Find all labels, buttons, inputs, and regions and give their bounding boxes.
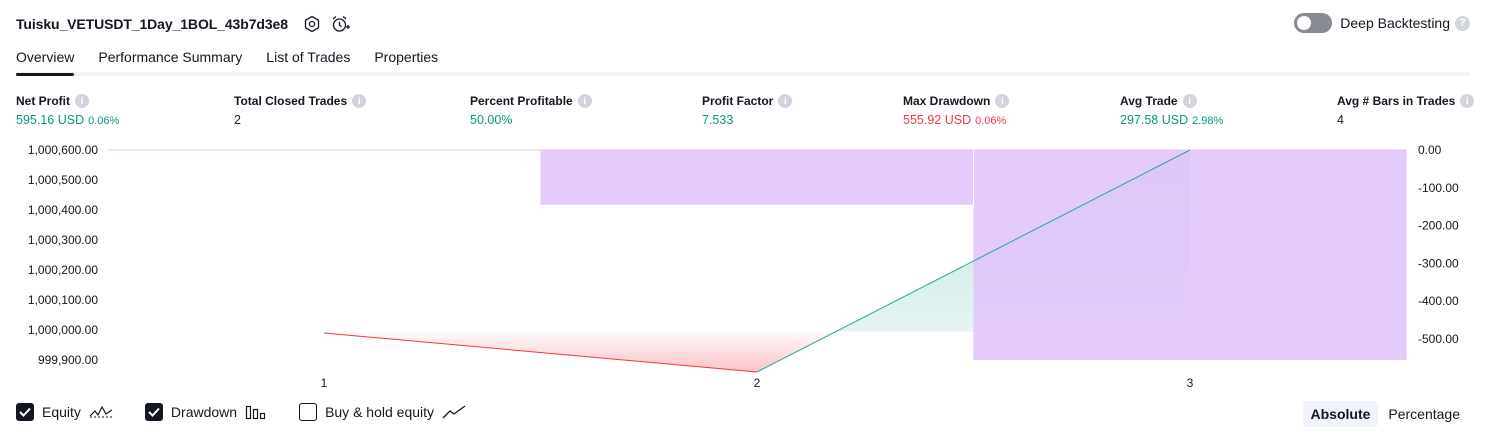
drawdown-axis-label: -200.00 [1418,219,1459,233]
chart-legend: Equity Drawdown Buy & hold equity [16,403,498,421]
equity-drawdown-chart: 1,000,600.00 1,000,500.00 1,000,400.00 1,00… [28,143,1459,390]
buy-hold-line-icon [442,404,466,420]
equity-axis-label: 1,000,000.00 [28,323,98,337]
metric-percent: 2.98% [1192,115,1224,127]
x-axis-label: 1 [321,376,328,390]
help-icon[interactable]: i [1182,94,1197,108]
metric-value: 50.00% [470,113,513,127]
metric-value: 297.58 USD [1120,113,1189,127]
metric-label: Max Drawdown [903,94,991,108]
deep-backtesting-label: Deep Backtesting [1340,15,1450,31]
metric-value: 7.533 [702,113,734,127]
equity-axis-label: 1,000,200.00 [28,263,98,277]
equity-line-negative [323,332,758,373]
x-axis-label: 2 [754,376,761,390]
metric-label: Profit Factor [702,94,774,108]
strategy-name: Tuisku_VETUSDT_1Day_1BOL_43b7d3e8 [16,16,288,32]
drawdown-bar [540,150,974,205]
help-icon[interactable]: i [995,94,1010,108]
metric-label: Percent Profitable [470,94,573,108]
legend-buy-hold[interactable]: Buy & hold equity [299,403,466,421]
drawdown-axis-label: -400.00 [1418,294,1459,308]
equity-axis-label: 999,900.00 [38,353,98,367]
tab-properties[interactable]: Properties [374,49,439,65]
drawdown-axis-label: -500.00 [1418,332,1459,346]
legend-label: Buy & hold equity [325,404,435,420]
equity-axis-label: 1,000,100.00 [28,293,98,307]
help-icon[interactable]: ? [1455,15,1470,31]
drawdown-checkbox[interactable] [144,403,163,421]
drawdown-axis-label: -100.00 [1418,181,1459,195]
tab-overview[interactable]: Overview [16,44,75,76]
absolute-button[interactable]: Absolute [1302,401,1379,427]
report-header: Tuisku_VETUSDT_1Day_1BOL_43b7d3e8 [16,12,350,36]
equity-axis-label: 1,000,500.00 [28,173,98,187]
metric-net-profit: Net Profit i 595.16 USD 0.06% [16,94,119,127]
metric-label: Avg # Bars in Trades [1337,94,1456,108]
metric-percent-profitable: Percent Profitable i 50.00% [470,94,592,127]
toggle-knob [1297,16,1312,30]
buy-hold-checkbox[interactable] [299,403,318,421]
settings-icon[interactable] [302,14,322,34]
metric-total-closed-trades: Total Closed Trades i 2 [234,94,367,127]
report-tabs: Overview Performance Summary List of Tra… [16,44,1470,76]
value-mode-switch: Absolute Percentage [1301,401,1469,427]
equity-line-icon [89,404,113,420]
metric-avg-bars: Avg # Bars in Trades i 4 [1337,94,1475,127]
tab-performance-summary[interactable]: Performance Summary [98,49,243,65]
metric-avg-trade: Avg Trade i 297.58 USD 2.98% [1120,94,1223,127]
add-alert-icon[interactable] [330,14,350,34]
equity-checkbox[interactable] [16,403,34,421]
metric-max-drawdown: Max Drawdown i 555.92 USD 0.06% [903,94,1010,127]
equity-axis-label: 1,000,600.00 [28,143,98,157]
metric-percent: 0.06% [88,115,120,127]
metric-value: 4 [1337,113,1344,127]
help-icon[interactable]: i [778,94,793,108]
tab-list-of-trades[interactable]: List of Trades [266,49,351,65]
legend-label: Equity [42,404,81,420]
metric-label: Total Closed Trades [234,94,348,108]
drawdown-axis-label: -300.00 [1418,256,1459,270]
equity-line-positive [756,149,1191,373]
metric-label: Avg Trade [1120,94,1178,108]
drawdown-bars-icon [245,404,267,420]
percentage-button[interactable]: Percentage [1388,406,1460,422]
help-icon[interactable]: i [1460,94,1475,108]
equity-negative-area [324,331,836,372]
drawdown-axis-label: 0.00 [1418,143,1442,157]
drawdown-bar [973,150,1407,360]
equity-axis-label: 1,000,400.00 [28,203,98,217]
metric-label: Net Profit [16,94,70,108]
equity-axis-label: 1,000,300.00 [28,233,98,247]
legend-label: Drawdown [170,404,238,420]
help-icon[interactable]: i [352,94,367,108]
metric-value: 555.92 USD [903,113,972,127]
legend-drawdown[interactable]: Drawdown [144,403,267,421]
legend-equity[interactable]: Equity [16,403,113,421]
metric-value: 2 [234,113,241,127]
metric-value: 595.16 USD [16,113,85,127]
metric-profit-factor: Profit Factor i 7.533 [702,94,793,127]
help-icon[interactable]: i [577,94,592,108]
x-axis-label: 3 [1187,376,1194,390]
help-icon[interactable]: i [75,94,89,108]
metric-percent: 0.06% [975,115,1007,127]
deep-backtesting: Deep Backtesting ? [1294,13,1470,33]
deep-backtesting-toggle[interactable] [1294,13,1333,33]
